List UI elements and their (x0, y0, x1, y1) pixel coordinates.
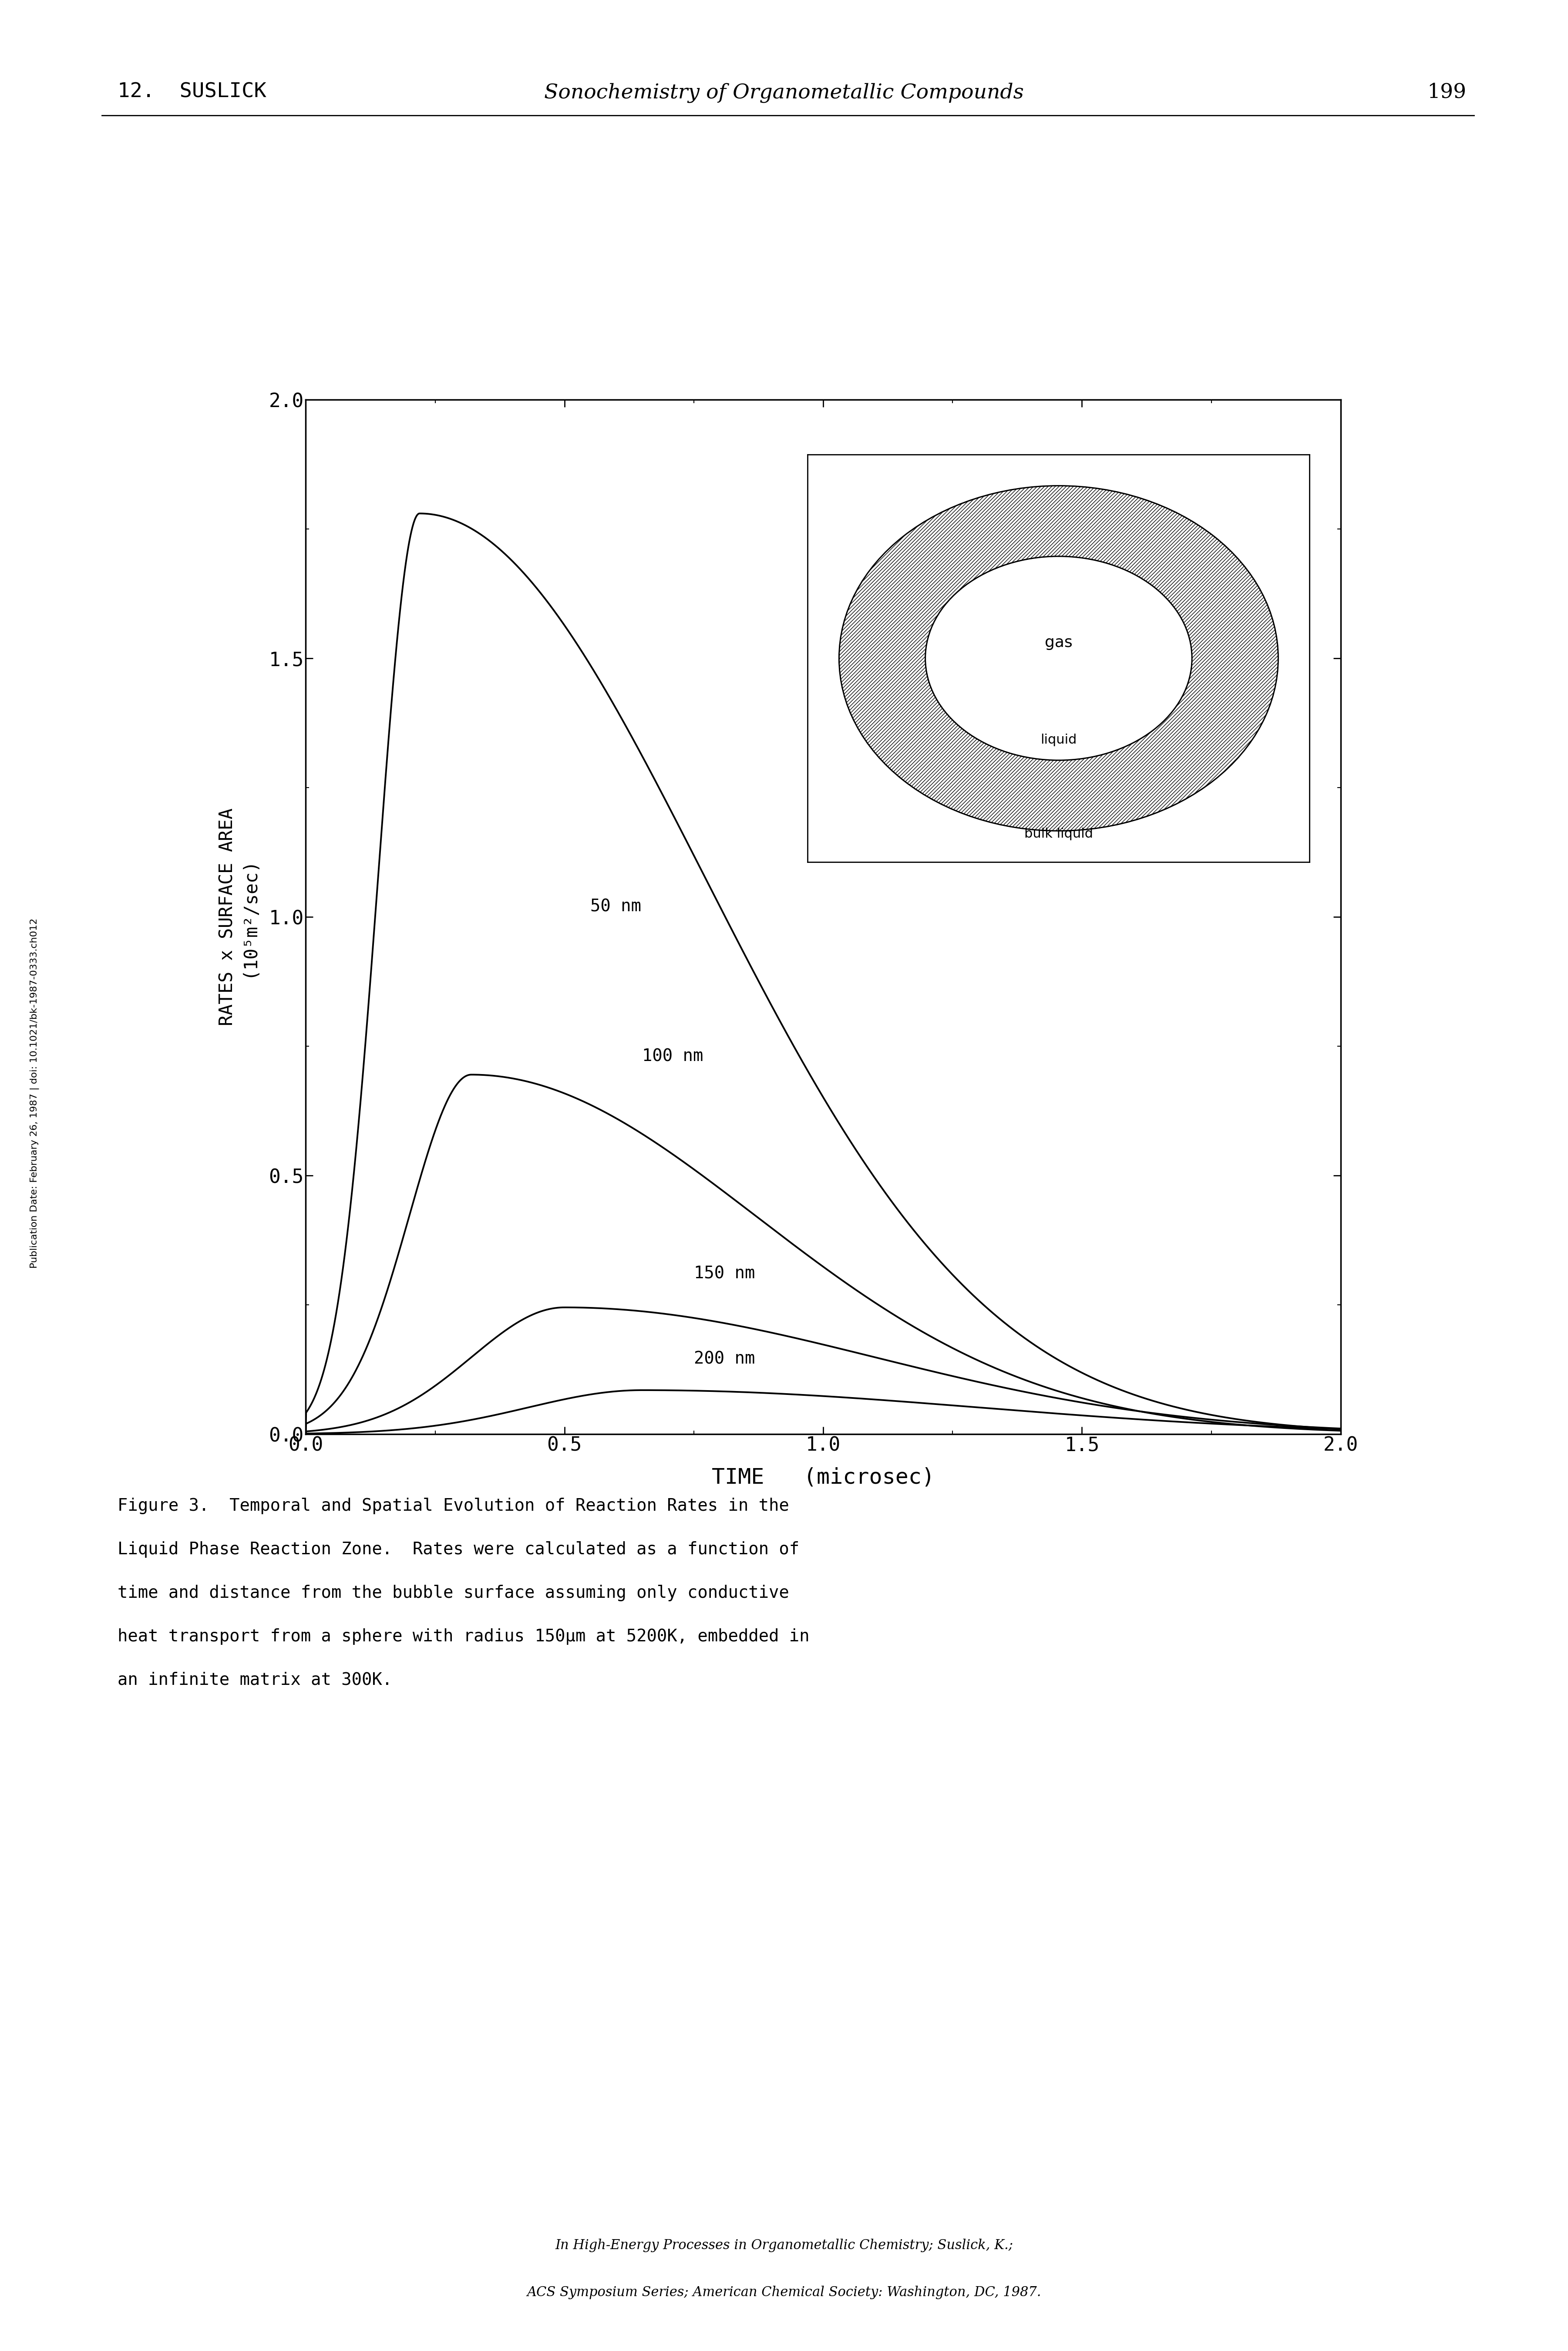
Text: Publication Date: February 26, 1987 | doi: 10.1021/bk-1987-0333.ch012: Publication Date: February 26, 1987 | do… (30, 919, 39, 1267)
Text: Sonochemistry of Organometallic Compounds: Sonochemistry of Organometallic Compound… (544, 82, 1024, 103)
Y-axis label: RATES x SURFACE AREA
(10⁵m²/sec): RATES x SURFACE AREA (10⁵m²/sec) (218, 809, 257, 1025)
Text: In High-Energy Processes in Organometallic Chemistry; Suslick, K.;: In High-Energy Processes in Organometall… (555, 2238, 1013, 2252)
Text: 12.  SUSLICK: 12. SUSLICK (118, 82, 267, 101)
Text: an infinite matrix at 300K.: an infinite matrix at 300K. (118, 1672, 392, 1688)
Text: 199: 199 (1427, 82, 1466, 101)
Text: Liquid Phase Reaction Zone.  Rates were calculated as a function of: Liquid Phase Reaction Zone. Rates were c… (118, 1542, 800, 1559)
Text: 150 nm: 150 nm (693, 1265, 754, 1281)
Text: heat transport from a sphere with radius 150μm at 5200K, embedded in: heat transport from a sphere with radius… (118, 1627, 809, 1646)
X-axis label: TIME   (microsec): TIME (microsec) (712, 1467, 935, 1488)
Text: 200 nm: 200 nm (693, 1352, 754, 1368)
Text: 100 nm: 100 nm (643, 1049, 702, 1065)
Text: ACS Symposium Series; American Chemical Society: Washington, DC, 1987.: ACS Symposium Series; American Chemical … (527, 2285, 1041, 2299)
Text: 50 nm: 50 nm (590, 898, 641, 915)
Text: Figure 3.  Temporal and Spatial Evolution of Reaction Rates in the: Figure 3. Temporal and Spatial Evolution… (118, 1498, 789, 1514)
Text: time and distance from the bubble surface assuming only conductive: time and distance from the bubble surfac… (118, 1585, 789, 1601)
